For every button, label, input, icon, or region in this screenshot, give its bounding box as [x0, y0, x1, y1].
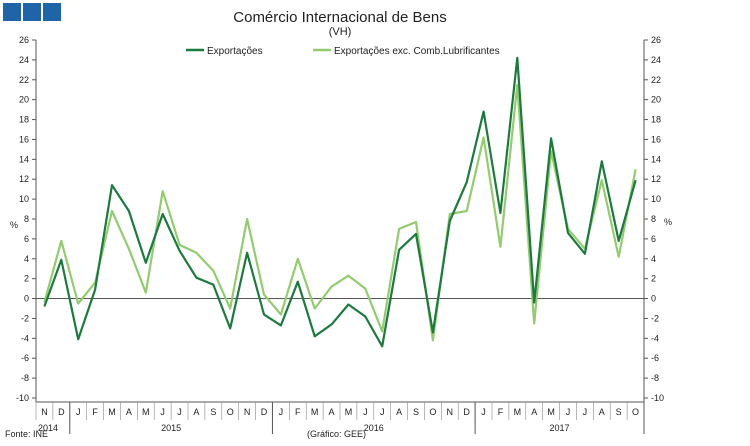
x-tick-label: F: [295, 407, 301, 417]
y-tick-label-right: -2: [651, 313, 659, 323]
y-axis-left-unit: %: [10, 220, 18, 230]
x-tick-label: O: [632, 407, 639, 417]
x-tick-label: O: [227, 407, 234, 417]
x-tick-label: M: [108, 407, 116, 417]
x-tick-label: J: [160, 407, 165, 417]
y-tick-label-left: -6: [21, 353, 29, 363]
x-tick-label: J: [566, 407, 571, 417]
x-tick-label: N: [244, 407, 251, 417]
y-axis-right-unit: %: [664, 217, 672, 227]
y-tick-label-right: 6: [651, 234, 656, 244]
x-tick-label: M: [514, 407, 522, 417]
logo-block-3: [43, 3, 61, 21]
y-tick-label-right: -10: [651, 393, 664, 403]
x-tick-label: O: [429, 407, 436, 417]
y-tick-label-left: -2: [21, 313, 29, 323]
plot-area: [43, 56, 637, 348]
chart-subtitle: (VH): [329, 26, 352, 38]
x-tick-label: A: [329, 407, 335, 417]
x-tick-label: J: [583, 407, 588, 417]
x-year-label: 2016: [364, 423, 384, 433]
x-tick-label: J: [279, 407, 284, 417]
y-tick-label-right: 26: [651, 35, 661, 45]
y-tick-label-right: 16: [651, 134, 661, 144]
x-tick-label: J: [363, 407, 368, 417]
x-tick-label: F: [92, 407, 98, 417]
y-tick-label-left: 10: [19, 194, 29, 204]
x-year-label: 2014: [38, 423, 58, 433]
y-tick-label-left: 22: [19, 75, 29, 85]
x-tick-label: N: [41, 407, 48, 417]
x-tick-label: M: [311, 407, 319, 417]
legend: Exportações Exportações exc. Comb.Lubrif…: [186, 46, 500, 57]
y-tick-label-right: 10: [651, 194, 661, 204]
y-tick-label-left: -10: [16, 393, 29, 403]
x-tick-label: M: [142, 407, 150, 417]
y-tick-label-left: 2: [24, 274, 29, 284]
x-tick-label: J: [177, 407, 182, 417]
y-tick-label-right: 18: [651, 115, 661, 125]
y-tick-label-right: 12: [651, 174, 661, 184]
y-tick-label-left: 14: [19, 154, 29, 164]
x-tick-label: N: [447, 407, 454, 417]
y-tick-label-left: -8: [21, 373, 29, 383]
y-tick-label-right: 20: [651, 95, 661, 105]
x-tick-label: D: [463, 407, 470, 417]
series-line-exportacoes-exc-comb: [43, 83, 637, 342]
source-note: Fonte: INE: [5, 429, 48, 439]
y-tick-label-right: 24: [651, 55, 661, 65]
x-tick-label: J: [481, 407, 486, 417]
y-tick-label-left: 24: [19, 55, 29, 65]
x-tick-label: J: [76, 407, 81, 417]
y-tick-label-right: 2: [651, 274, 656, 284]
y-tick-label-right: 0: [651, 294, 656, 304]
x-tick-label: F: [498, 407, 504, 417]
y-tick-label-right: -6: [651, 353, 659, 363]
y-tick-label-right: 4: [651, 254, 656, 264]
x-tick-label: D: [261, 407, 268, 417]
y-tick-label-left: 12: [19, 174, 29, 184]
x-tick-label: A: [396, 407, 402, 417]
y-tick-label-left: 20: [19, 95, 29, 105]
x-year-label: 2015: [161, 423, 181, 433]
y-tick-label-left: 4: [24, 254, 29, 264]
y-tick-label-right: -4: [651, 333, 659, 343]
chart-title: Comércio Internacional de Bens: [233, 9, 446, 26]
x-tick-label: S: [413, 407, 419, 417]
y-tick-label-left: 26: [19, 35, 29, 45]
legend-label-exportacoes-exc: Exportações exc. Comb.Lubrificantes: [334, 46, 500, 57]
series-line-exportacoes: [43, 56, 637, 348]
y-tick-label-right: 22: [651, 75, 661, 85]
x-tick-label: M: [547, 407, 555, 417]
y-tick-label-right: 14: [651, 154, 661, 164]
x-year-label: 2017: [550, 423, 570, 433]
x-tick-label: A: [126, 407, 132, 417]
x-tick-label: S: [210, 407, 216, 417]
x-axis: N D J F M A M J J A S O N D J F M A M J J A S O N D J F M A M J J A S O2014…: [35, 401, 645, 434]
y-tick-label-left: 0: [24, 294, 29, 304]
y-tick-label-right: 8: [651, 214, 656, 224]
y-tick-label-left: 6: [24, 234, 29, 244]
y-tick-label-left: 8: [24, 214, 29, 224]
y-tick-label-left: -4: [21, 333, 29, 343]
logo-block-1: [3, 3, 21, 21]
y-tick-label-left: 16: [19, 134, 29, 144]
x-tick-label: A: [531, 407, 537, 417]
x-tick-label: M: [345, 407, 353, 417]
y-tick-label-right: -8: [651, 373, 659, 383]
logo-block-2: [23, 3, 41, 21]
chart-credit: (Gráfico: GEE): [307, 429, 366, 439]
x-tick-label: A: [599, 407, 605, 417]
x-tick-label: S: [616, 407, 622, 417]
x-tick-label: J: [380, 407, 385, 417]
y-tick-label-left: 18: [19, 115, 29, 125]
x-tick-label: A: [193, 407, 199, 417]
legend-label-exportacoes: Exportações: [207, 46, 263, 57]
x-tick-label: D: [58, 407, 65, 417]
